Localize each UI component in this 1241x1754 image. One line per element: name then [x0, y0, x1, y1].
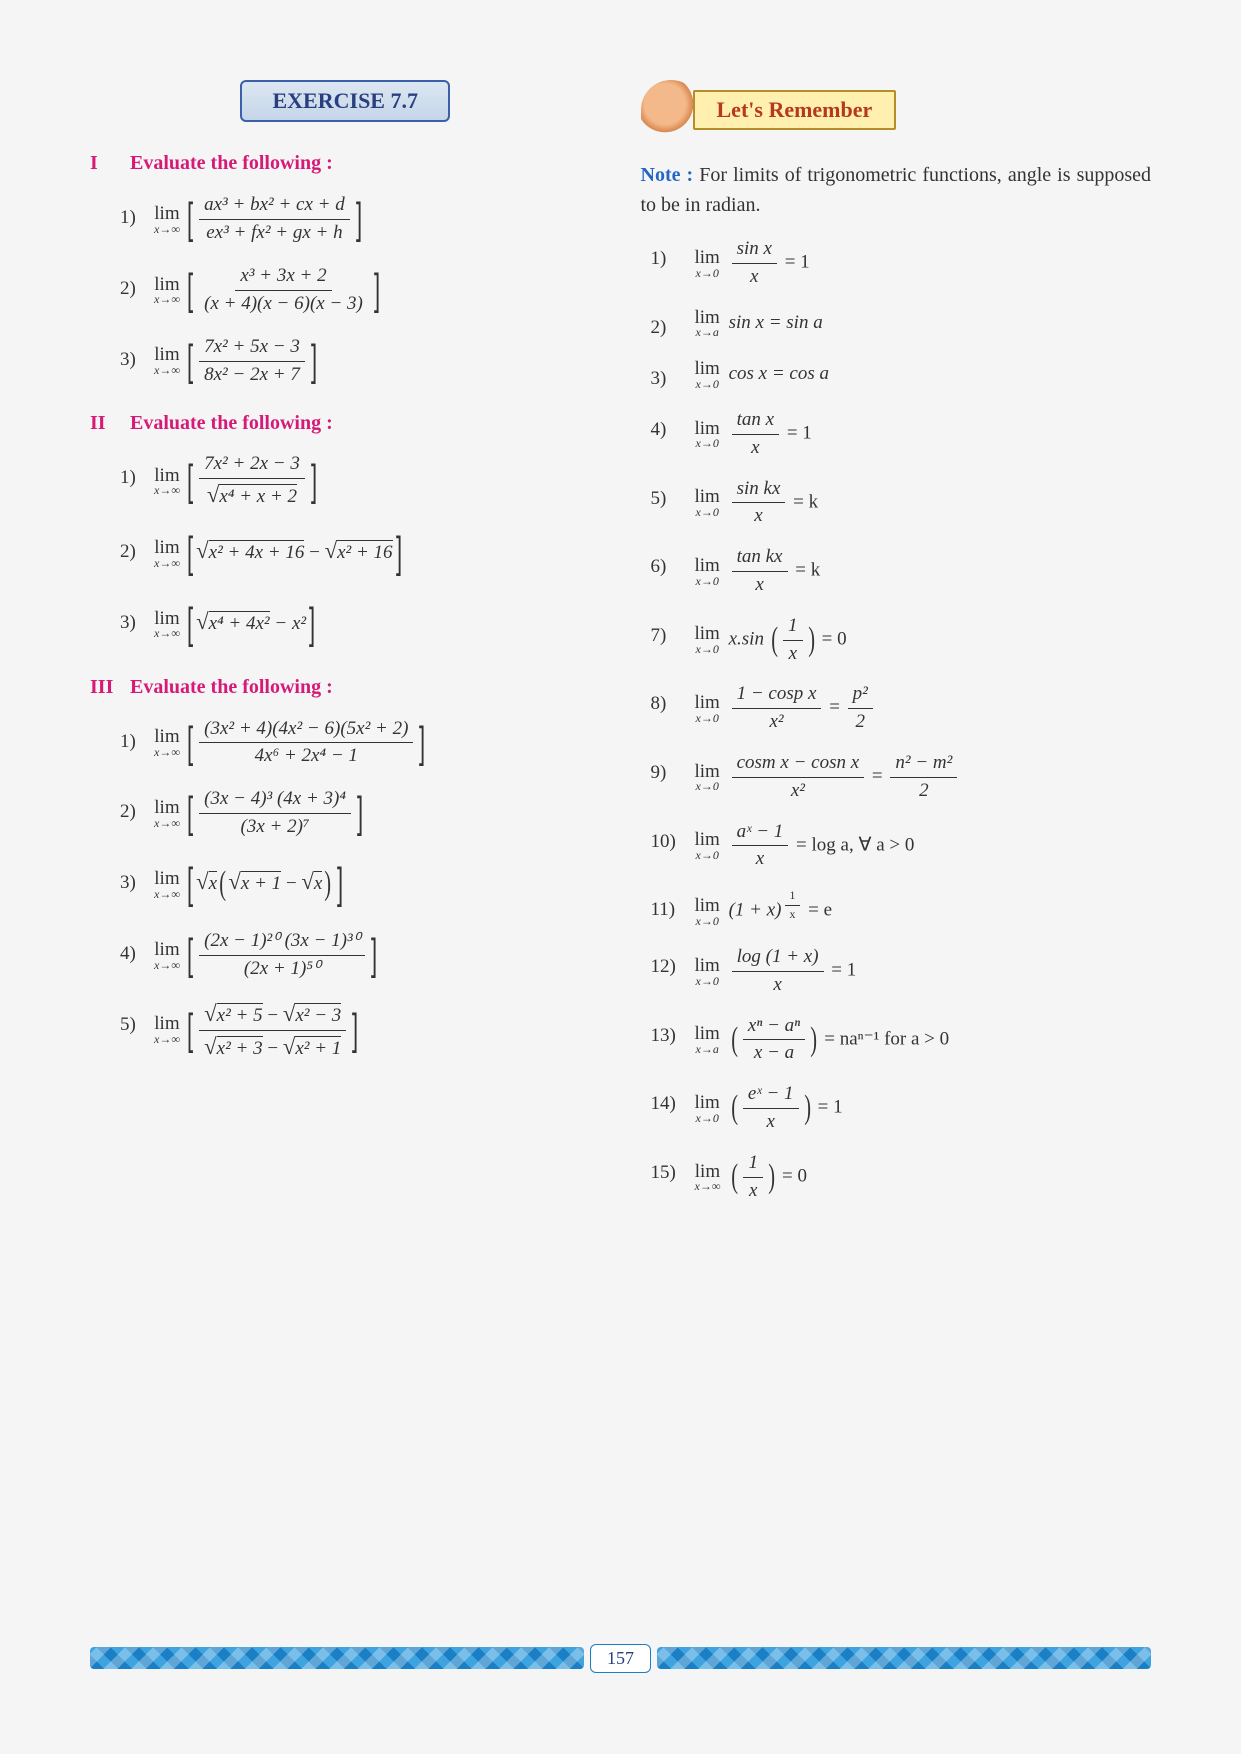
remember-item-10: 10)limx→0 aˣ − 1x = log a, ∀ a > 0 — [641, 821, 1152, 872]
problem-III-5: 5)limx→∞[√x² + 5 − √x² − 3√x² + 3 − √x² … — [90, 1000, 601, 1061]
page-content: EXERCISE 7.7 IEvaluate the following : 1)… — [90, 80, 1151, 1220]
note-prefix: Note : — [641, 164, 694, 186]
remember-item-1: 1)limx→0 sin xx = 1 — [641, 238, 1152, 289]
remember-box: Let's Remember — [641, 80, 1152, 140]
note-text: Note : For limits of trigonometric funct… — [641, 160, 1152, 220]
remember-item-15: 15)limx→∞ (1x) = 0 — [641, 1152, 1152, 1203]
section-II-heading: IIEvaluate the following : — [90, 412, 601, 435]
exercise-title-box: EXERCISE 7.7 — [240, 80, 450, 122]
problem-III-2: 2)limx→∞[(3x − 4)³ (4x + 3)⁴(3x + 2)⁷] — [90, 787, 601, 840]
left-column: EXERCISE 7.7 IEvaluate the following : 1)… — [90, 80, 601, 1220]
problem-III-3: 3)limx→∞[√x(√x + 1 − √x)] — [90, 858, 601, 911]
problem-I-3: 3)limx→∞[7x² + 5x − 38x² − 2x + 7] — [90, 335, 601, 388]
remember-item-8: 8)limx→0 1 − cosp xx² = p²2 — [641, 683, 1152, 734]
problem-III-4: 4)limx→∞[(2x − 1)²⁰ (3x − 1)³⁰(2x + 1)⁵⁰… — [90, 929, 601, 982]
remember-item-11: 11)limx→0 (1 + x)1x = e — [641, 889, 1152, 928]
remember-item-4: 4)limx→0 tan xx = 1 — [641, 409, 1152, 460]
section-I-heading: IEvaluate the following : — [90, 152, 601, 175]
remember-label: Let's Remember — [693, 90, 897, 130]
section-III-heading: IIIEvaluate the following : — [90, 676, 601, 699]
problem-I-1: 1)limx→∞[ax³ + bx² + cx + dex³ + fx² + g… — [90, 193, 601, 246]
remember-item-14: 14)limx→0 (eˣ − 1x) = 1 — [641, 1083, 1152, 1134]
remember-item-7: 7)limx→0 x.sin (1x) = 0 — [641, 615, 1152, 666]
page-footer: 157 — [90, 1642, 1151, 1674]
remember-item-3: 3)limx→0 cos x = cos a — [641, 358, 1152, 391]
remember-item-12: 12)limx→0 log (1 + x)x = 1 — [641, 946, 1152, 997]
problem-II-3: 3)limx→∞[√x⁴ + 4x² − x²] — [90, 598, 601, 651]
remember-item-13: 13)limx→a (xⁿ − aⁿx − a) = naⁿ⁻¹ for a >… — [641, 1015, 1152, 1066]
remember-item-9: 9)limx→0 cosm x − cosn xx² = n² − m²2 — [641, 752, 1152, 803]
problem-II-2: 2)limx→∞[√x² + 4x + 16 − √x² + 16] — [90, 527, 601, 580]
footer-strip-right — [657, 1647, 1151, 1669]
problem-I-2: 2)limx→∞[x³ + 3x + 2(x + 4)(x − 6)(x − 3… — [90, 264, 601, 317]
footer-strip-left — [90, 1647, 584, 1669]
remember-item-2: 2)limx→a sin x = sin a — [641, 307, 1152, 340]
remember-item-6: 6)limx→0 tan kxx = k — [641, 546, 1152, 597]
problem-III-1: 1)limx→∞[(3x² + 4)(4x² − 6)(5x² + 2)4x⁶ … — [90, 717, 601, 770]
page-number: 157 — [590, 1644, 651, 1673]
mascot-icon — [641, 80, 701, 140]
right-column: Let's Remember Note : For limits of trig… — [641, 80, 1152, 1220]
problem-II-1: 1)limx→∞[7x² + 2x − 3√x⁴ + x + 2] — [90, 453, 601, 509]
exercise-label: EXERCISE 7.7 — [273, 88, 418, 113]
note-body: For limits of trigonometric functions, a… — [641, 164, 1152, 216]
remember-item-5: 5)limx→0 sin kxx = k — [641, 478, 1152, 529]
